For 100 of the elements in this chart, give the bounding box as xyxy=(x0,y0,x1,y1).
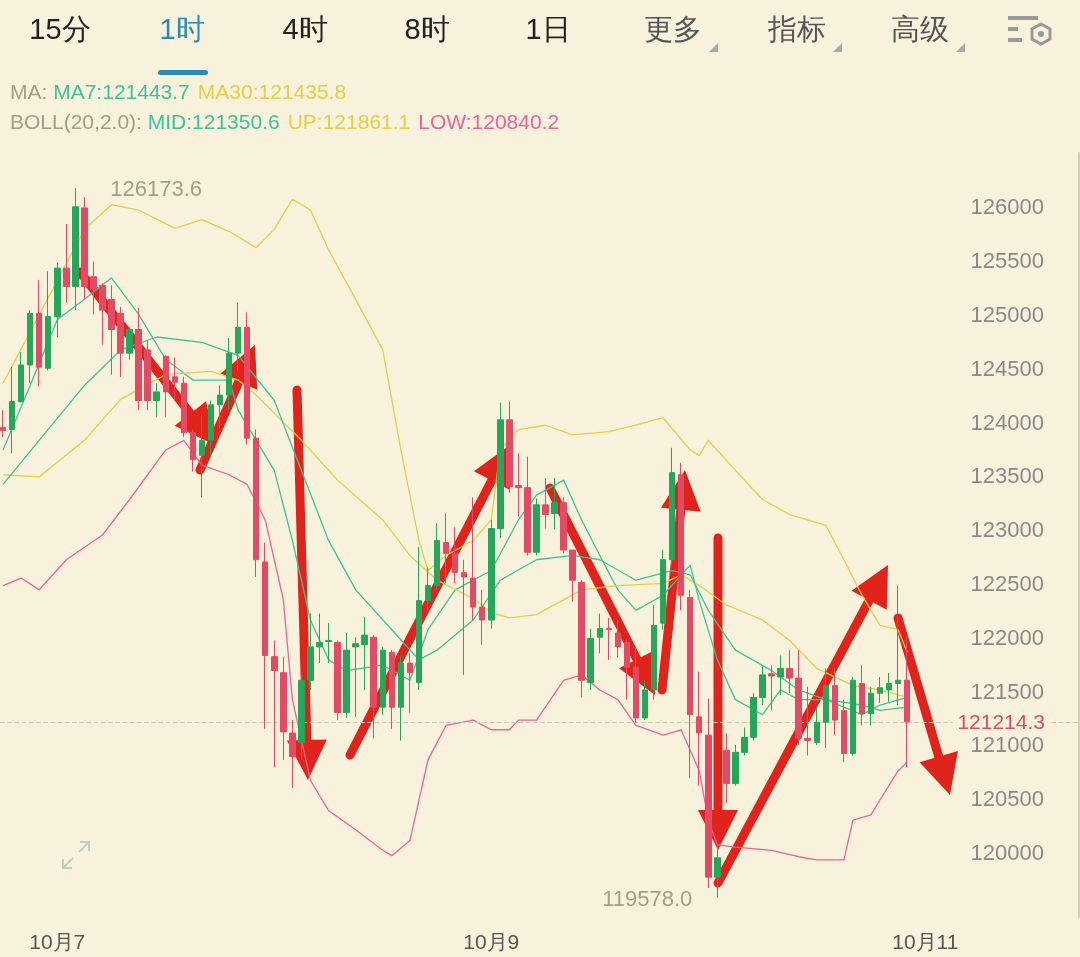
candlestick xyxy=(551,477,558,531)
candlestick xyxy=(741,727,748,757)
candlestick xyxy=(253,429,259,578)
y-tick-label: 120500 xyxy=(970,786,1044,812)
candlestick xyxy=(27,309,33,384)
candlestick xyxy=(804,686,811,757)
text: LOW:120840.2 xyxy=(418,110,560,133)
candlestick xyxy=(135,307,142,411)
candlestick xyxy=(434,522,440,591)
candlestick xyxy=(615,619,621,659)
text: 指标 xyxy=(767,12,827,47)
candlestick xyxy=(651,604,657,701)
candlestick xyxy=(497,402,504,539)
candlestick xyxy=(343,632,350,719)
candlestick xyxy=(0,409,6,438)
candlestick xyxy=(877,676,883,704)
candlestick xyxy=(63,223,70,304)
text: 高级 xyxy=(890,12,950,47)
candlestick xyxy=(705,698,712,889)
candlestick xyxy=(786,649,793,694)
candlestick xyxy=(199,413,205,498)
candlestick xyxy=(569,549,576,603)
candlestick xyxy=(45,270,51,371)
candlestick xyxy=(99,282,106,346)
candlestick xyxy=(524,455,531,556)
candlestick xyxy=(416,546,422,691)
candlestick xyxy=(398,655,404,742)
text: MA7:121443.7 xyxy=(53,80,190,103)
candlestick xyxy=(163,354,169,418)
candlestick xyxy=(768,664,775,711)
candlestick xyxy=(407,652,413,714)
text: 4时 xyxy=(281,12,329,47)
candlestick xyxy=(54,262,61,338)
candlestick xyxy=(560,496,567,554)
y-tick-label: 124500 xyxy=(970,355,1044,381)
candlestick xyxy=(687,589,693,779)
candlestick xyxy=(36,279,42,387)
text: MA30:121435.8 xyxy=(197,80,347,103)
candlestick xyxy=(334,639,341,721)
y-tick-label: 123500 xyxy=(970,463,1044,489)
candlestick xyxy=(678,462,684,611)
candlestick xyxy=(841,699,847,763)
y-tick-label: 121500 xyxy=(970,678,1044,704)
candlestick xyxy=(361,616,368,691)
candlestick xyxy=(669,447,675,566)
candlestick xyxy=(859,664,865,726)
candlestick xyxy=(488,519,495,630)
candlestick xyxy=(886,672,892,703)
candlestick xyxy=(380,646,386,716)
candlestick xyxy=(190,429,196,473)
candlestick xyxy=(506,401,513,494)
candlestick xyxy=(117,306,124,378)
candlestick xyxy=(9,366,15,454)
y-tick-label: 125000 xyxy=(970,301,1044,327)
x-tick-label: 10月7 xyxy=(29,930,86,953)
candlestick xyxy=(226,337,232,411)
candlestick xyxy=(289,719,296,789)
candlestick xyxy=(660,549,666,631)
ref-line-label: 121214.3 xyxy=(957,710,1045,734)
candlestick xyxy=(823,667,829,749)
candlestick xyxy=(325,622,332,664)
candlestick xyxy=(352,636,359,718)
y-tick-label: 123000 xyxy=(970,517,1044,543)
candlestick xyxy=(81,196,88,300)
candlestick xyxy=(533,497,540,556)
candlestick xyxy=(606,617,612,661)
candlestick xyxy=(298,674,305,761)
candlestick xyxy=(262,542,268,730)
candlestick xyxy=(470,496,476,621)
text: MID:121350.6 xyxy=(147,110,280,133)
text: 15分 xyxy=(28,12,92,47)
candlestick xyxy=(370,634,377,739)
candlestick xyxy=(624,639,630,701)
candlestick xyxy=(795,649,802,746)
y-tick-label: 122500 xyxy=(970,570,1044,596)
candlestick xyxy=(90,261,97,315)
y-tick-label: 122000 xyxy=(970,624,1044,650)
y-tick-label: 124000 xyxy=(970,409,1044,435)
candlestick xyxy=(850,676,856,757)
candlestick xyxy=(479,589,485,646)
candlestick xyxy=(832,666,838,736)
candlestick xyxy=(868,686,874,726)
candlestick xyxy=(814,706,820,746)
candlestick xyxy=(425,566,431,611)
x-tick-label: 10月11 xyxy=(892,930,959,953)
text: 8时 xyxy=(403,12,451,47)
text: UP:121861.1 xyxy=(287,110,411,133)
candlestick xyxy=(126,326,133,361)
candlestick xyxy=(208,399,214,456)
candlestick xyxy=(723,732,730,804)
candlestick xyxy=(72,187,79,311)
annotation: 126173.6 xyxy=(110,175,203,201)
candlestick xyxy=(217,384,223,431)
candlestick xyxy=(389,649,395,730)
text: BOLL(20,2.0): xyxy=(10,110,143,133)
candlestick xyxy=(542,477,549,530)
candlestick xyxy=(244,311,250,446)
candlestick xyxy=(181,376,187,438)
y-tick-label: 125500 xyxy=(970,248,1044,274)
candlestick xyxy=(642,679,648,721)
